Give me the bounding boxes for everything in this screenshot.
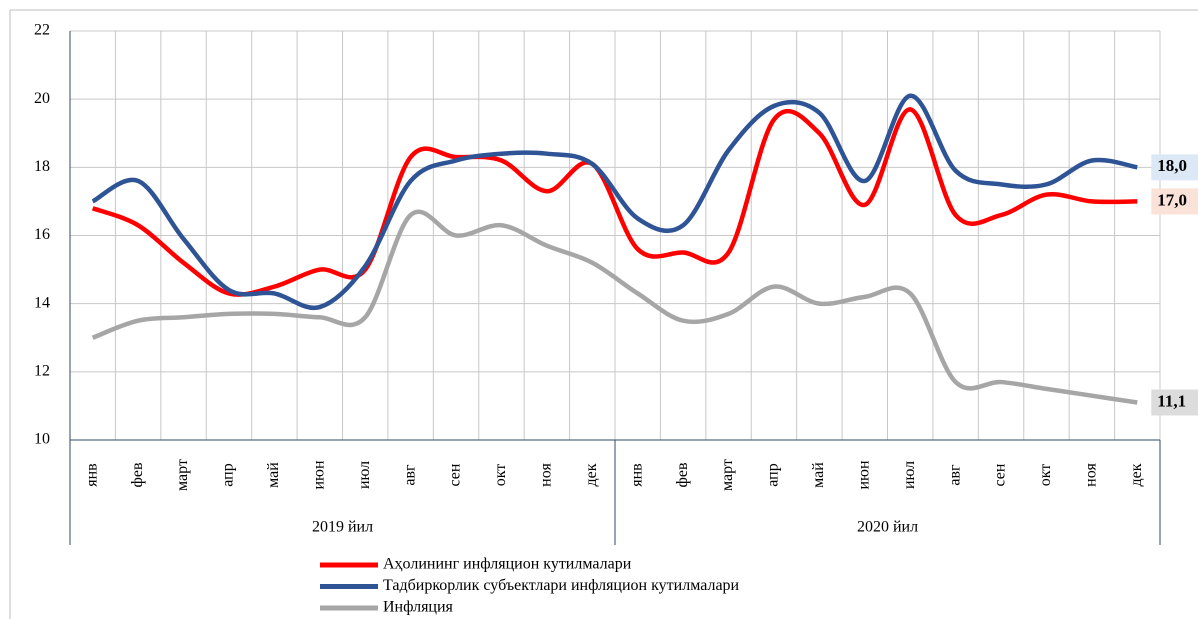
legend-label: Инфляция	[383, 599, 454, 616]
x-tick-label: окт	[492, 464, 509, 487]
value-label-bg	[1151, 154, 1198, 181]
x-tick-label: июл	[901, 461, 918, 489]
value-label: 18,0	[1157, 156, 1187, 175]
legend-label: Аҳолининг инфляцион кутилмалари	[383, 556, 632, 573]
x-tick-label: апр	[220, 463, 237, 486]
y-tick-label: 12	[34, 363, 50, 380]
y-tick-label: 14	[34, 294, 50, 311]
group-label: 2020 йил	[857, 519, 918, 536]
x-tick-label: сен	[992, 463, 1009, 486]
value-label: 11,1	[1157, 391, 1186, 410]
y-tick-label: 16	[34, 226, 50, 243]
x-tick-label: окт	[1037, 464, 1054, 487]
x-tick-label: март	[174, 459, 191, 491]
x-tick-label: июн	[310, 460, 327, 490]
group-label: 2019 йил	[312, 519, 373, 536]
series-line	[91, 209, 1138, 405]
x-tick-label: фев	[129, 462, 146, 487]
legend-label: Тадбиркорлик субъектлари инфляцион кутил…	[383, 577, 740, 594]
x-tick-label: май	[810, 462, 827, 488]
x-tick-label: авг	[946, 464, 963, 486]
x-tick-label: март	[719, 459, 736, 491]
x-tick-label: дек	[583, 463, 600, 486]
x-tick-label: июн	[855, 460, 872, 490]
value-label-bg	[1151, 389, 1198, 416]
x-tick-label: авг	[401, 464, 418, 486]
x-tick-label: ноя	[538, 463, 555, 487]
value-label-bg	[1151, 188, 1198, 215]
y-tick-label: 20	[34, 90, 50, 107]
x-tick-label: янв	[628, 463, 645, 487]
x-tick-label: янв	[83, 463, 100, 487]
x-tick-label: сен	[447, 463, 464, 486]
x-tick-label: фев	[674, 462, 691, 487]
x-tick-label: апр	[765, 463, 782, 486]
series-line	[91, 93, 1138, 311]
y-tick-label: 10	[34, 431, 50, 448]
series-line	[91, 107, 1138, 297]
x-tick-label: дек	[1128, 463, 1145, 486]
x-tick-label: май	[265, 462, 282, 488]
x-tick-label: июл	[356, 461, 373, 489]
y-tick-label: 18	[34, 158, 50, 175]
value-label: 17,0	[1157, 190, 1187, 209]
x-tick-label: ноя	[1083, 463, 1100, 487]
y-tick-label: 22	[34, 22, 50, 39]
